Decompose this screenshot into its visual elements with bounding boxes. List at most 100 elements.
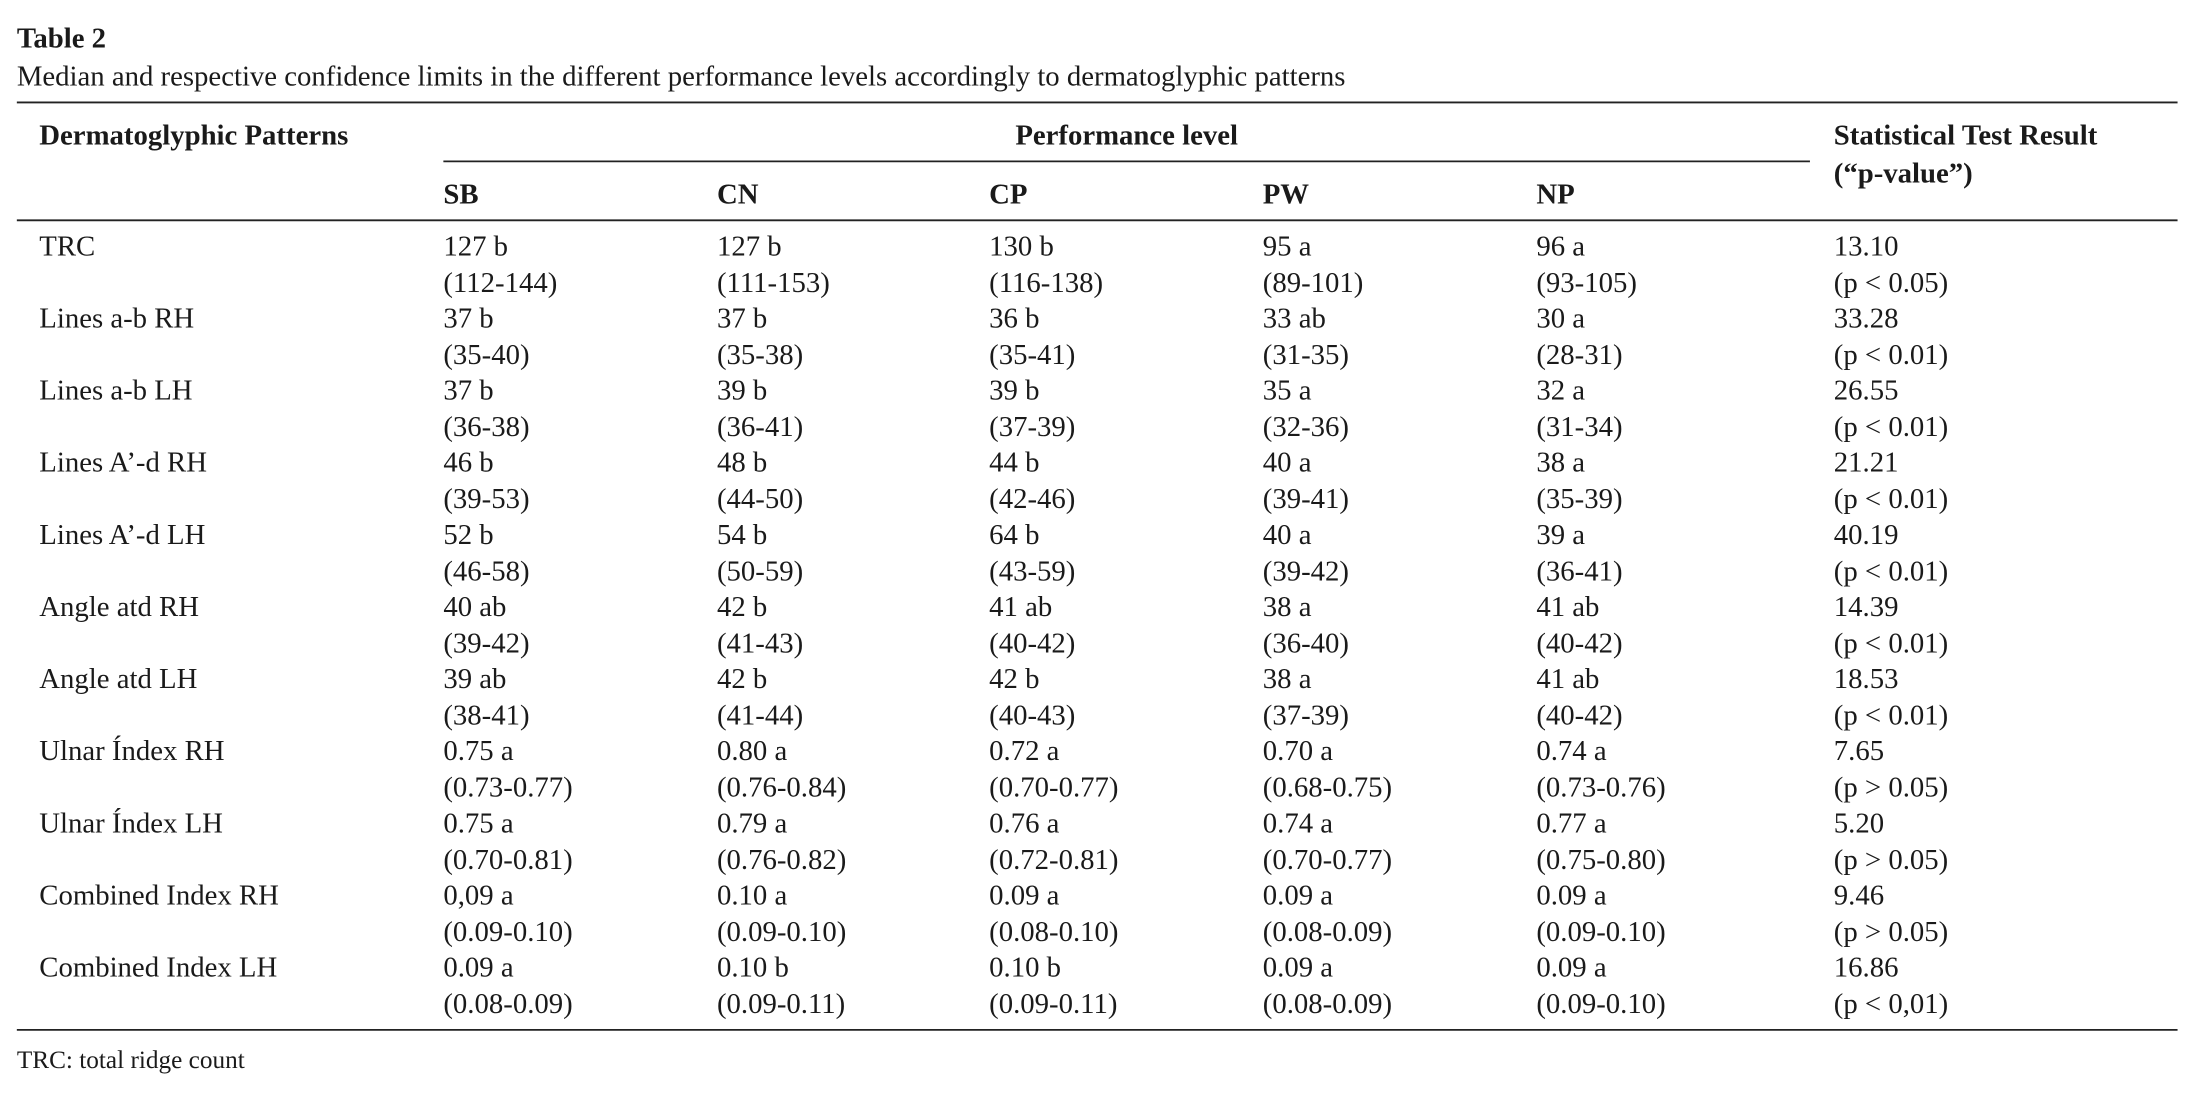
cell-text: 40 ab bbox=[443, 591, 506, 623]
cell-text: 130 b bbox=[989, 230, 1054, 262]
cell-text: 0.09 a bbox=[1536, 879, 1607, 911]
cell-text: 26.55 bbox=[1834, 375, 1899, 407]
header-cell: (“p-value”) bbox=[1834, 157, 1973, 189]
column-header: SB bbox=[443, 178, 478, 210]
cell-text: 0.77 a bbox=[1536, 807, 1607, 839]
cell-text: 16.86 bbox=[1834, 952, 1899, 984]
cell-text: (31-35) bbox=[1263, 339, 1349, 371]
cell-text: (p > 0.05) bbox=[1834, 844, 1948, 876]
cell-text: 127 b bbox=[717, 230, 782, 262]
cell-text: (37-39) bbox=[989, 411, 1075, 443]
cell-text: (p < 0.01) bbox=[1834, 483, 1948, 515]
cell-text: (39-53) bbox=[443, 483, 529, 515]
cell-text: (p < 0.01) bbox=[1834, 339, 1948, 371]
cell-text: 39 ab bbox=[443, 663, 506, 695]
row-label: Angle atd LH bbox=[39, 663, 197, 695]
cell-text: (46-58) bbox=[443, 555, 529, 587]
cell-text: (p < 0.01) bbox=[1834, 627, 1948, 659]
cell-text: 0.10 b bbox=[989, 952, 1061, 984]
cell-text: 0.70 a bbox=[1263, 735, 1334, 767]
cell-text: 21.21 bbox=[1834, 447, 1899, 479]
cell-text: 0.74 a bbox=[1263, 807, 1334, 839]
cell-text: (0.68-0.75) bbox=[1263, 772, 1392, 804]
cell-text: 95 a bbox=[1263, 230, 1312, 262]
cell-text: (38-41) bbox=[443, 700, 529, 732]
cell-text: (0.70-0.77) bbox=[989, 772, 1118, 804]
cell-text: (41-44) bbox=[717, 700, 803, 732]
row-label: Lines A’-d RH bbox=[39, 447, 207, 479]
cell-text: 0.79 a bbox=[717, 807, 787, 839]
cell-text: (0.09-0.11) bbox=[717, 988, 845, 1020]
cell-text: (116-138) bbox=[989, 267, 1103, 299]
cell-text: (37-39) bbox=[1263, 700, 1349, 732]
cell-text: (0.76-0.82) bbox=[717, 844, 846, 876]
cell-text: 33.28 bbox=[1834, 303, 1899, 335]
table-title: Median and respective confidence limits … bbox=[17, 61, 1346, 93]
cell-text: 18.53 bbox=[1834, 663, 1899, 695]
cell-text: 0.10 b bbox=[717, 952, 789, 984]
cell-text: 127 b bbox=[443, 230, 508, 262]
cell-text: 0.09 a bbox=[1263, 952, 1334, 984]
cell-text: 41 ab bbox=[989, 591, 1052, 623]
cell-text: (0.09-0.10) bbox=[1536, 988, 1665, 1020]
cell-text: 39 b bbox=[989, 375, 1039, 407]
cell-text: 37 b bbox=[443, 375, 493, 407]
column-header: PW bbox=[1263, 178, 1310, 210]
cell-text: (32-36) bbox=[1263, 411, 1349, 443]
cell-text: (35-39) bbox=[1536, 483, 1622, 515]
cell-text: (36-41) bbox=[1536, 555, 1622, 587]
cell-text: (40-42) bbox=[1536, 700, 1622, 732]
cell-text: 40 a bbox=[1263, 519, 1312, 551]
cell-text: 30 a bbox=[1536, 303, 1585, 335]
cell-text: 0.09 a bbox=[1536, 952, 1607, 984]
row-label: Lines a-b LH bbox=[39, 375, 192, 407]
cell-text: (89-101) bbox=[1263, 267, 1364, 299]
cell-text: 0.10 a bbox=[717, 879, 787, 911]
cell-text: (42-46) bbox=[989, 483, 1075, 515]
cell-text: (0.08-0.09) bbox=[443, 988, 572, 1020]
cell-text: 9.46 bbox=[1834, 879, 1884, 911]
row-label: Angle atd RH bbox=[39, 591, 199, 623]
cell-text: (p < 0.01) bbox=[1834, 700, 1948, 732]
cell-text: 0.74 a bbox=[1536, 735, 1607, 767]
cell-text: (p < 0.05) bbox=[1834, 267, 1948, 299]
cell-text: (35-40) bbox=[443, 339, 529, 371]
table-label: Table 2 bbox=[17, 23, 106, 55]
cell-text: 0.75 a bbox=[443, 807, 514, 839]
cell-text: 0,09 a bbox=[443, 879, 514, 911]
cell-text: 96 a bbox=[1536, 230, 1585, 262]
header-cell: Statistical Test Result bbox=[1834, 120, 2098, 152]
column-header: NP bbox=[1536, 178, 1574, 210]
cell-text: 38 a bbox=[1536, 447, 1585, 479]
cell-text: (43-59) bbox=[989, 555, 1075, 587]
cell-text: (0.08-0.09) bbox=[1263, 988, 1392, 1020]
cell-text: 46 b bbox=[443, 447, 493, 479]
cell-text: (112-144) bbox=[443, 267, 557, 299]
cell-text: 33 ab bbox=[1263, 303, 1326, 335]
cell-text: 13.10 bbox=[1834, 230, 1899, 262]
cell-text: (31-34) bbox=[1536, 411, 1622, 443]
cell-text: 0.09 a bbox=[1263, 879, 1334, 911]
cell-text: (50-59) bbox=[717, 555, 803, 587]
cell-text: (36-40) bbox=[1263, 627, 1349, 659]
cell-text: 42 b bbox=[717, 663, 767, 695]
cell-text: (p > 0.05) bbox=[1834, 916, 1948, 948]
cell-text: (39-42) bbox=[1263, 555, 1349, 587]
row-label: Ulnar Índex LH bbox=[39, 806, 223, 839]
row-label: Combined Index RH bbox=[39, 879, 279, 911]
cell-text: (111-153) bbox=[717, 267, 830, 299]
cell-text: (0.09-0.11) bbox=[989, 988, 1117, 1020]
cell-text: (40-43) bbox=[989, 700, 1075, 732]
cell-text: 0.72 a bbox=[989, 735, 1059, 767]
cell-text: (40-42) bbox=[989, 627, 1075, 659]
cell-text: 48 b bbox=[717, 447, 767, 479]
cell-text: 52 b bbox=[443, 519, 493, 551]
cell-text: (44-50) bbox=[717, 483, 803, 515]
cell-text: (39-42) bbox=[443, 627, 529, 659]
cell-text: (40-42) bbox=[1536, 627, 1622, 659]
footnote: TRC: total ridge count bbox=[17, 1046, 245, 1074]
cell-text: (35-41) bbox=[989, 339, 1075, 371]
cell-text: (0.73-0.77) bbox=[443, 772, 572, 804]
cell-text: 35 a bbox=[1263, 375, 1312, 407]
cell-text: 37 b bbox=[443, 303, 493, 335]
